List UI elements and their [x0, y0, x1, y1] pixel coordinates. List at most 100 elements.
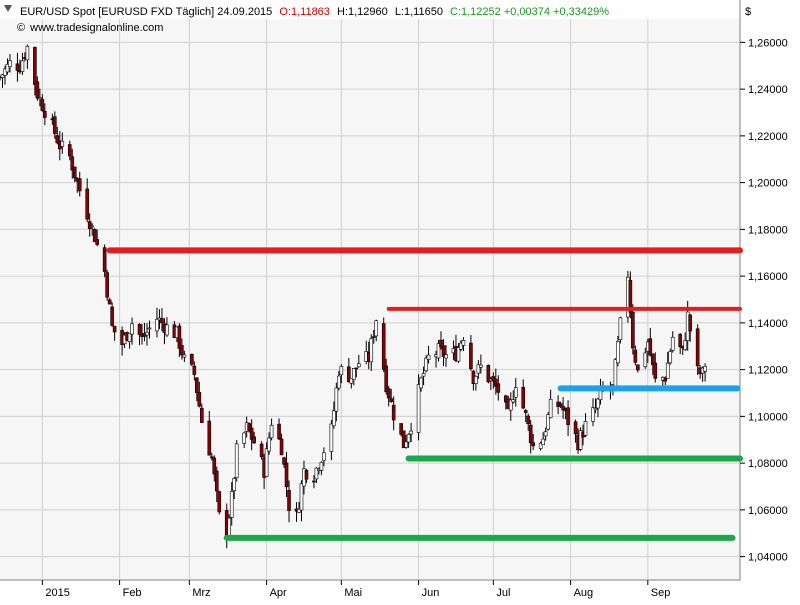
candle [419, 376, 423, 392]
candle-body [264, 448, 269, 477]
x-tick-label: Apr [270, 587, 287, 599]
candle [596, 397, 600, 418]
candle-body [147, 327, 152, 330]
candle [688, 313, 692, 342]
candle [683, 332, 687, 351]
candle-body [177, 325, 182, 349]
candle-body [312, 480, 316, 483]
candle [249, 419, 254, 451]
candle [95, 229, 99, 247]
candle-body [613, 359, 618, 388]
candle [247, 422, 251, 433]
x-tick-label: Sep [651, 587, 671, 599]
candle [631, 304, 635, 355]
candle [112, 325, 117, 341]
candle-body [35, 81, 40, 99]
candle [678, 333, 683, 355]
candle [329, 419, 334, 461]
y-tick-label: 1,12000 [748, 365, 788, 377]
candle [77, 171, 82, 197]
candle [491, 372, 496, 389]
candle [279, 433, 284, 456]
candle-body [616, 341, 620, 364]
candle-body [406, 434, 411, 443]
candle-body [334, 387, 339, 412]
candle [546, 412, 550, 431]
x-tick-label: Mai [344, 587, 362, 599]
candle [436, 339, 441, 362]
candle-body [494, 378, 498, 387]
candle-body [389, 398, 393, 403]
candle-body [269, 424, 274, 439]
candle [670, 331, 675, 353]
header-high: H:1,12960 [337, 6, 388, 18]
candle [87, 213, 92, 237]
candle-body [401, 430, 406, 449]
candle-body [456, 347, 461, 362]
candle-body [374, 320, 379, 337]
candle [5, 58, 10, 75]
candle-body [314, 467, 319, 480]
candle [386, 385, 391, 407]
candle [70, 148, 75, 179]
candle [190, 353, 194, 367]
candle [8, 54, 12, 73]
candle-body [371, 336, 376, 338]
candle-body [543, 431, 548, 437]
candle-body [491, 376, 496, 382]
candle [653, 352, 658, 383]
y-tick-label: 1,16000 [748, 271, 788, 283]
candle-body [573, 421, 578, 435]
candle-body [347, 366, 351, 383]
candle [356, 354, 361, 368]
candle [399, 423, 403, 437]
candle-body [511, 399, 516, 403]
candle [486, 364, 491, 384]
candle [207, 411, 212, 456]
candle [496, 375, 501, 401]
y-axis: 1,04000 1,06000 1,08000 1,10000 1,12000 1,140… [740, 37, 788, 564]
candle-body [678, 333, 683, 348]
candle [85, 178, 90, 223]
candle [229, 482, 234, 526]
candle [561, 397, 565, 419]
candle [297, 501, 301, 514]
candle [389, 388, 393, 403]
candle [474, 375, 478, 391]
candle-body [77, 178, 82, 192]
candle [180, 338, 184, 360]
candle-body [322, 452, 326, 461]
candle-body [180, 345, 184, 356]
candle-body [508, 399, 513, 411]
candle [55, 126, 60, 145]
candle-body [5, 64, 10, 73]
candle [130, 317, 134, 345]
candle [212, 455, 217, 482]
candle [583, 413, 588, 437]
candle-body [561, 406, 565, 411]
candle [252, 431, 256, 444]
candle [381, 317, 386, 373]
candle-body [399, 423, 403, 435]
candle [214, 466, 219, 503]
candle-body [596, 398, 600, 409]
candle-body [474, 376, 478, 384]
candle [476, 360, 481, 380]
candle [459, 340, 463, 352]
candle [347, 357, 351, 383]
candle-body [282, 457, 286, 465]
candle [277, 418, 281, 441]
candle [182, 350, 187, 363]
candle-body [381, 323, 386, 370]
candle-body [444, 354, 448, 359]
candle-body [234, 443, 239, 479]
candle [439, 331, 443, 350]
header-low: L:1,11650 [395, 6, 443, 18]
candle-body [459, 342, 463, 350]
candle [374, 319, 379, 342]
candle-body [43, 110, 47, 118]
candle-body [578, 430, 583, 450]
candle-body [40, 99, 45, 111]
x-tick-label: 2015 [45, 587, 69, 599]
dropdown-arrow-icon[interactable] [4, 5, 12, 12]
